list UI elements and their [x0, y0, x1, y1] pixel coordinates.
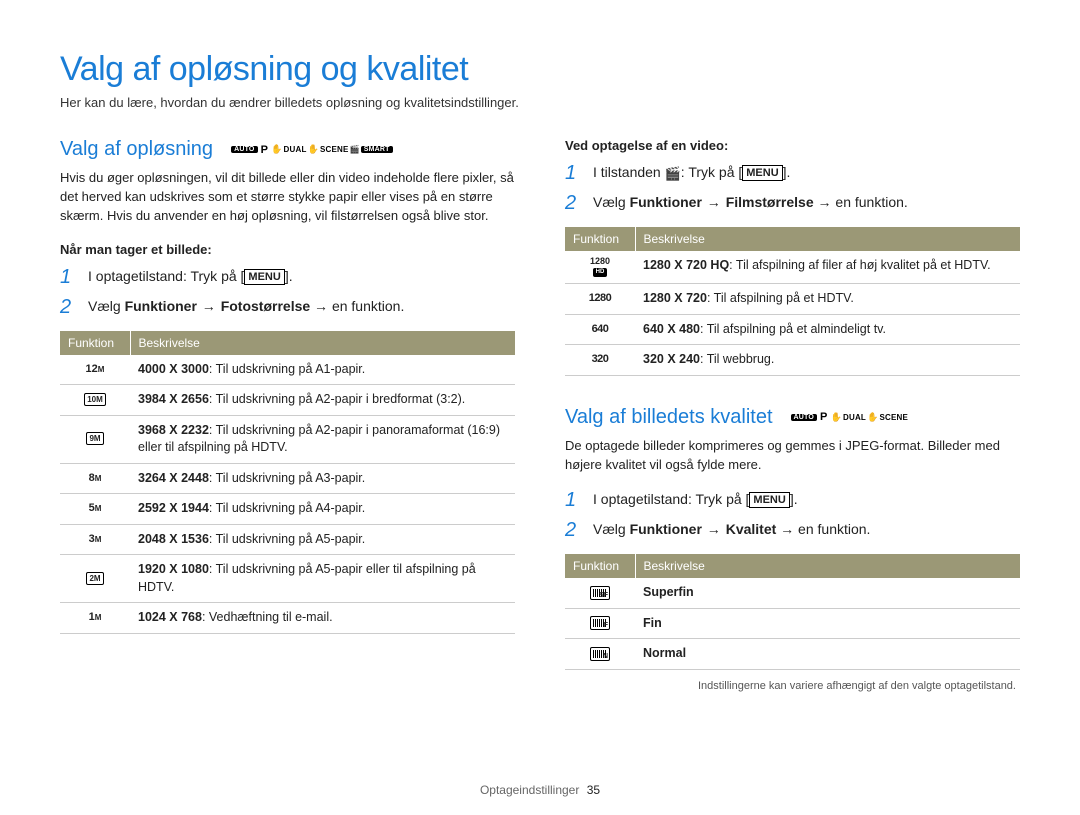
table-row: Normal [565, 639, 1020, 670]
vstep-2: 2 Vælg Funktioner → Filmstørrelse → en f… [565, 193, 1020, 213]
quality-body-text: De optagede billeder komprimeres og gemm… [565, 437, 1020, 475]
right-column: Ved optagelse af en video: 1 I tilstande… [565, 138, 1020, 692]
table-row: 10M3984 X 2656: Til udskrivning på A2-pa… [60, 385, 515, 416]
table-row: 9M3968 X 2232: Til udskrivning på A2-pap… [60, 415, 515, 463]
table-row: 640640 X 480: Til afspilning på et almin… [565, 314, 1020, 345]
table-row: Superfin [565, 578, 1020, 608]
page-footer: Optageindstillinger 35 [0, 783, 1080, 797]
table-row: 12801280 X 720: Til afspilning på et HDT… [565, 284, 1020, 315]
qstep-1: 1 I optagetilstand: Tryk på [MENU]. [565, 490, 1020, 510]
table-row: 320320 X 240: Til webbrug. [565, 345, 1020, 376]
table-row: Fin [565, 608, 1020, 639]
vstep-1: 1 I tilstanden 🎬: Tryk på [MENU]. [565, 163, 1020, 183]
section-title-resolution: Valg af opløsning [60, 138, 213, 161]
table-row: 3M2048 X 1536: Til udskrivning på A5-pap… [60, 524, 515, 555]
table-row: 5M2592 X 1944: Til udskrivning på A4-pap… [60, 494, 515, 525]
video-mode-icon: 🎬 [665, 165, 681, 183]
menu-button-label: MENU [244, 269, 284, 285]
left-column: Valg af opløsning AUTOP✋DUAL✋SCENE🎬SMART… [60, 138, 515, 692]
video-size-table: FunktionBeskrivelse 1280HD1280 X 720 HQ:… [565, 227, 1020, 376]
qstep-2: 2 Vælg Funktioner → Kvalitet → en funkti… [565, 520, 1020, 540]
table-row: 1280HD1280 X 720 HQ: Til afspilning af f… [565, 251, 1020, 284]
mode-icons-quality: AUTOP✋DUAL✋SCENE [785, 409, 914, 425]
video-subhead: Ved optagelse af en video: [565, 138, 1020, 153]
step-2: 2 Vælg Funktioner → Fotostørrelse → en f… [60, 297, 515, 317]
step-1: 1 I optagetilstand: Tryk på [MENU]. [60, 267, 515, 287]
quality-table: FunktionBeskrivelse SuperfinFinNormal [565, 554, 1020, 670]
page-subtitle: Her kan du lære, hvordan du ændrer bille… [60, 95, 1020, 110]
table-row: 8M3264 X 2448: Til udskrivning på A3-pap… [60, 463, 515, 494]
photo-subhead: Når man tager et billede: [60, 242, 515, 257]
mode-icons: AUTOP✋DUAL✋SCENE🎬SMART [225, 142, 399, 158]
table-row: 12M4000 X 3000: Til udskrivning på A1-pa… [60, 355, 515, 385]
section-title-quality: Valg af billedets kvalitet [565, 406, 773, 429]
quality-footnote: Indstillingerne kan variere afhængigt af… [565, 680, 1020, 692]
resolution-body-text: Hvis du øger opløsningen, vil dit billed… [60, 169, 515, 226]
photo-size-table: FunktionBeskrivelse 12M4000 X 3000: Til … [60, 331, 515, 634]
table-row: 2M1920 X 1080: Til udskrivning på A5-pap… [60, 555, 515, 603]
table-row: 1M1024 X 768: Vedhæftning til e-mail. [60, 603, 515, 634]
page-title: Valg af opløsning og kvalitet [60, 50, 1020, 89]
